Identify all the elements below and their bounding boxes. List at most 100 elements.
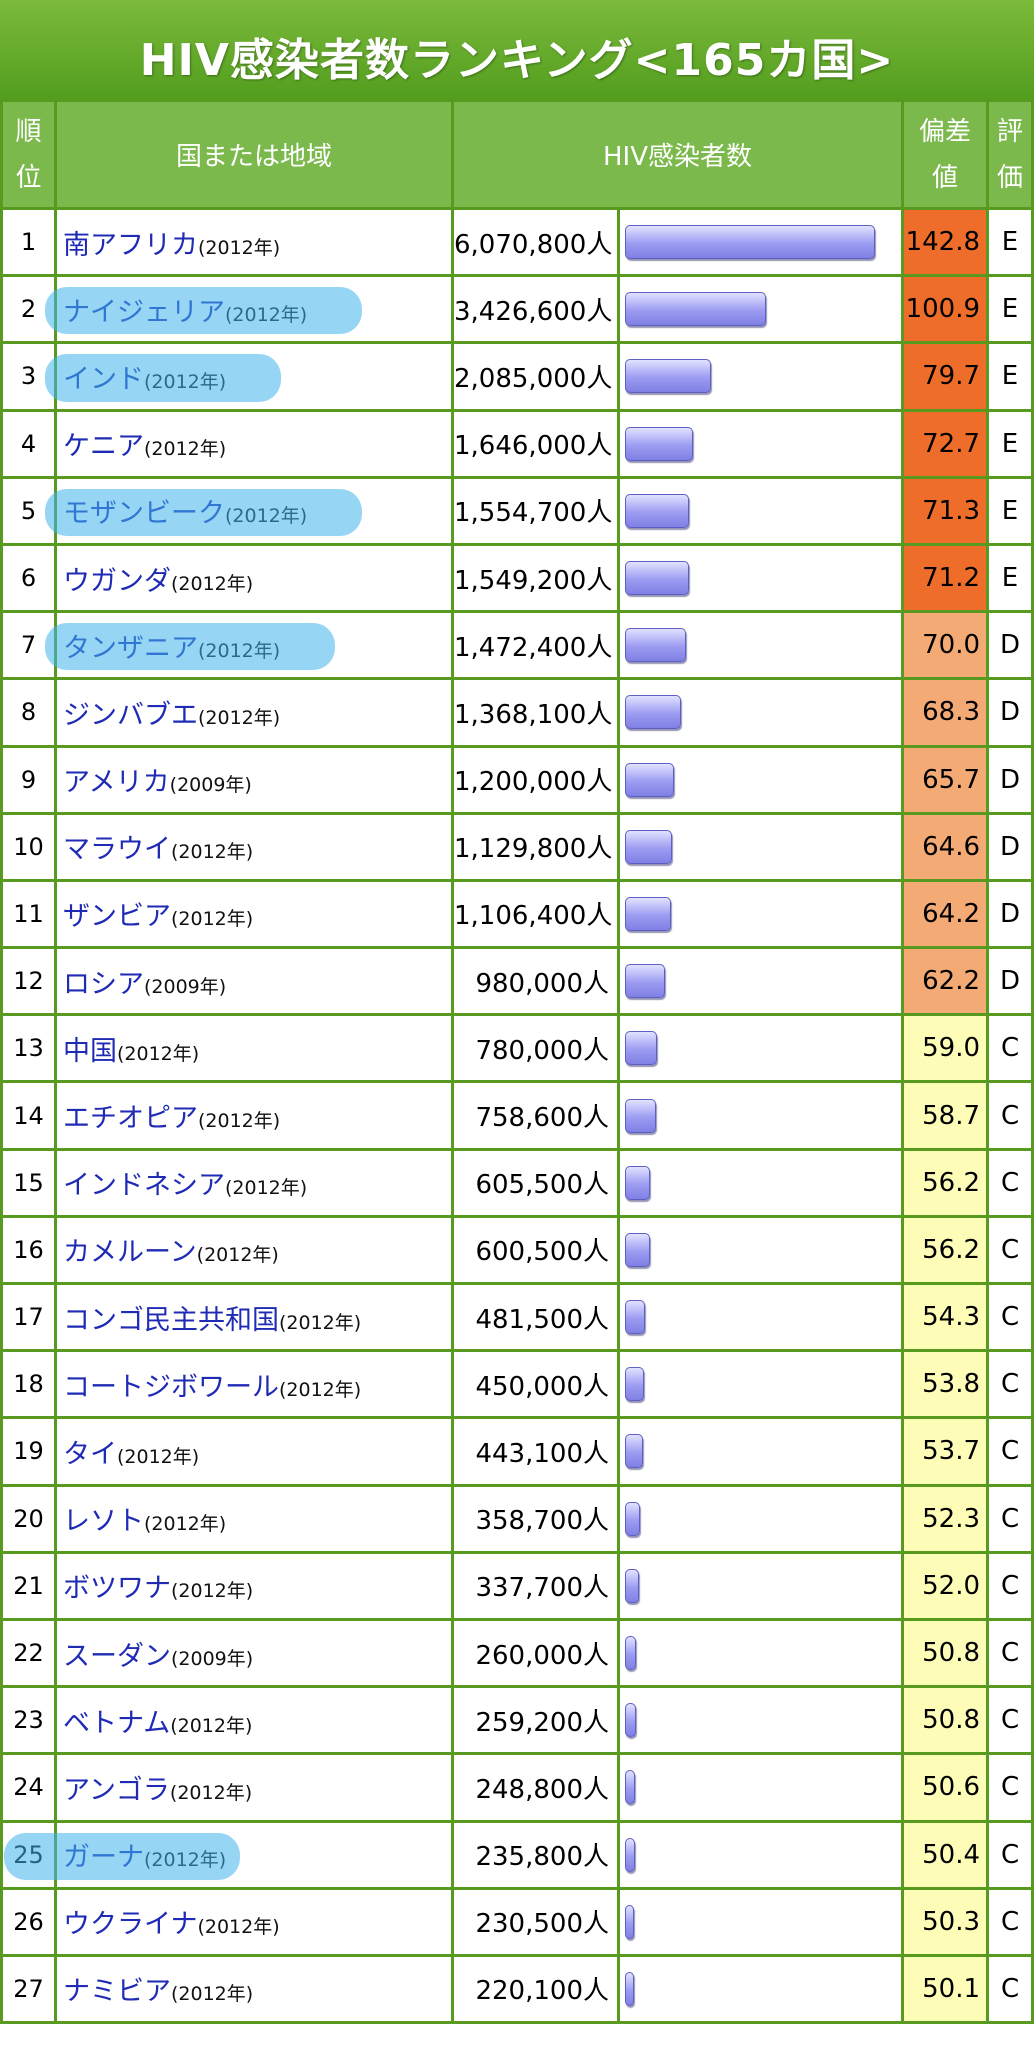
grade-cell: D [989, 613, 1034, 681]
data-year: (2012年) [198, 236, 281, 259]
count-bar [625, 964, 665, 999]
count-cell: 259,200人 [454, 1688, 620, 1756]
country-link[interactable]: エチオピア [63, 1103, 198, 1135]
data-year: (2012年) [279, 1311, 362, 1334]
country-link[interactable]: ナミビア [63, 1976, 171, 2008]
country-link[interactable]: レソト [63, 1506, 144, 1538]
country-link[interactable]: ベトナム [63, 1707, 171, 1739]
country-link[interactable]: ガーナ [63, 1842, 144, 1874]
country-link[interactable]: タイ [63, 1438, 117, 1470]
data-year: (2012年) [225, 1177, 308, 1200]
count-bar [625, 1568, 639, 1603]
bar-cell [620, 478, 905, 546]
count-cell: 235,800人 [454, 1822, 620, 1890]
bar-cell [620, 1285, 905, 1353]
grade-header: 評 価 [989, 99, 1034, 210]
country-link[interactable]: モザンビーク [63, 498, 225, 530]
grade-header-line-2: 価 [997, 162, 1024, 193]
country-link[interactable]: ウクライナ [63, 1909, 198, 1941]
count-bar [625, 1636, 636, 1671]
score-header: 偏差 値 [904, 99, 990, 210]
country-cell: レソト(2012年) [57, 1486, 454, 1554]
rank-cell: 27 [0, 1956, 57, 2025]
score-cell: 50.1 [904, 1956, 990, 2025]
grade-header-line-1: 評 [997, 116, 1024, 147]
score-header-line-2: 値 [932, 162, 959, 193]
country-link[interactable]: コンゴ民主共和国 [63, 1304, 279, 1336]
country-link[interactable]: タンザニア [63, 632, 198, 664]
data-year: (2012年) [144, 1513, 227, 1536]
count-cell: 220,100人 [454, 1956, 620, 2025]
data-year: (2012年) [198, 706, 281, 729]
count-cell: 1,368,100人 [454, 680, 620, 748]
count-cell: 443,100人 [454, 1419, 620, 1487]
country-cell: ナミビア(2012年) [57, 1956, 454, 2025]
data-year: (2012年) [225, 303, 308, 326]
country-cell: ジンバブエ(2012年) [57, 680, 454, 748]
header-row: 順 位 国または地域 HIV感染者数 偏差 値 評 価 [0, 99, 1034, 210]
score-cell: 59.0 [904, 1016, 990, 1084]
country-link[interactable]: マラウイ [63, 834, 171, 866]
score-cell: 52.0 [904, 1553, 990, 1621]
count-bar [625, 1300, 645, 1335]
count-cell: 1,129,800人 [454, 814, 620, 882]
rank-cell: 16 [0, 1217, 57, 1285]
country-link[interactable]: スーダン [63, 1640, 171, 1672]
data-year: (2012年) [169, 1781, 253, 1804]
country-link[interactable]: ロシア [63, 968, 144, 1000]
count-bar [625, 1165, 650, 1200]
score-cell: 58.7 [904, 1083, 990, 1151]
country-link[interactable]: 中国 [63, 1035, 117, 1067]
country-link[interactable]: カメルーン [63, 1237, 197, 1269]
table-row: 3 インド(2012年) 2,085,000人 79.7 E [0, 344, 1034, 412]
data-year: (2012年) [198, 639, 281, 662]
country-link[interactable]: ジンバブエ [63, 699, 198, 731]
country-link[interactable]: ケニア [63, 431, 144, 463]
data-year: (2012年) [144, 438, 227, 461]
country-link[interactable]: インド [63, 363, 144, 395]
country-cell: タイ(2012年) [57, 1419, 454, 1487]
country-link[interactable]: ウガンダ [63, 565, 171, 597]
data-year: (2009年) [169, 774, 252, 797]
country-cell: ケニア(2012年) [57, 411, 454, 479]
count-bar [625, 493, 689, 528]
country-link[interactable]: コートジボワール [63, 1371, 279, 1403]
table-row: 6 ウガンダ(2012年) 1,549,200人 71.2 E [0, 545, 1034, 614]
grade-cell: C [989, 1016, 1034, 1084]
bar-cell [620, 1688, 905, 1756]
grade-cell: E [989, 478, 1034, 546]
rank-cell: 4 [0, 411, 57, 479]
count-bar [625, 829, 672, 864]
count-bar [625, 762, 674, 797]
country-cell: ザンビア(2012年) [57, 881, 454, 950]
country-cell: 南アフリカ(2012年) [57, 210, 454, 278]
score-cell: 70.0 [904, 613, 990, 681]
table-row: 2 ナイジェリア(2012年) 3,426,600人 100.9 E [0, 277, 1034, 345]
country-link[interactable]: アンゴラ [63, 1774, 170, 1806]
country-cell: モザンビーク(2012年) [57, 478, 454, 546]
country-link[interactable]: ザンビア [63, 901, 171, 933]
rank-cell: 12 [0, 949, 57, 1017]
data-year: (2009年) [144, 975, 227, 998]
country-link[interactable]: 南アフリカ [63, 229, 198, 261]
count-cell: 1,549,200人 [454, 545, 620, 614]
score-header-line-1: 偏差 [919, 116, 972, 147]
bar-cell [620, 1150, 905, 1218]
score-cell: 62.2 [904, 949, 990, 1017]
grade-cell: C [989, 1285, 1034, 1353]
country-cell: ベトナム(2012年) [57, 1688, 454, 1756]
score-cell: 56.2 [904, 1217, 990, 1285]
country-link[interactable]: ボツワナ [63, 1573, 171, 1605]
rank-cell: 24 [0, 1755, 57, 1823]
country-link[interactable]: インドネシア [63, 1170, 225, 1202]
rank-cell: 1 [0, 210, 57, 278]
country-link[interactable]: ナイジェリア [63, 296, 225, 328]
data-year: (2012年) [171, 572, 254, 595]
count-bar [625, 896, 671, 931]
grade-cell: C [989, 1755, 1034, 1823]
rank-cell: 13 [0, 1016, 57, 1084]
count-cell: 337,700人 [454, 1553, 620, 1621]
rank-header-line-2: 位 [15, 162, 42, 193]
country-link[interactable]: アメリカ [63, 767, 170, 799]
country-header: 国または地域 [57, 99, 454, 210]
